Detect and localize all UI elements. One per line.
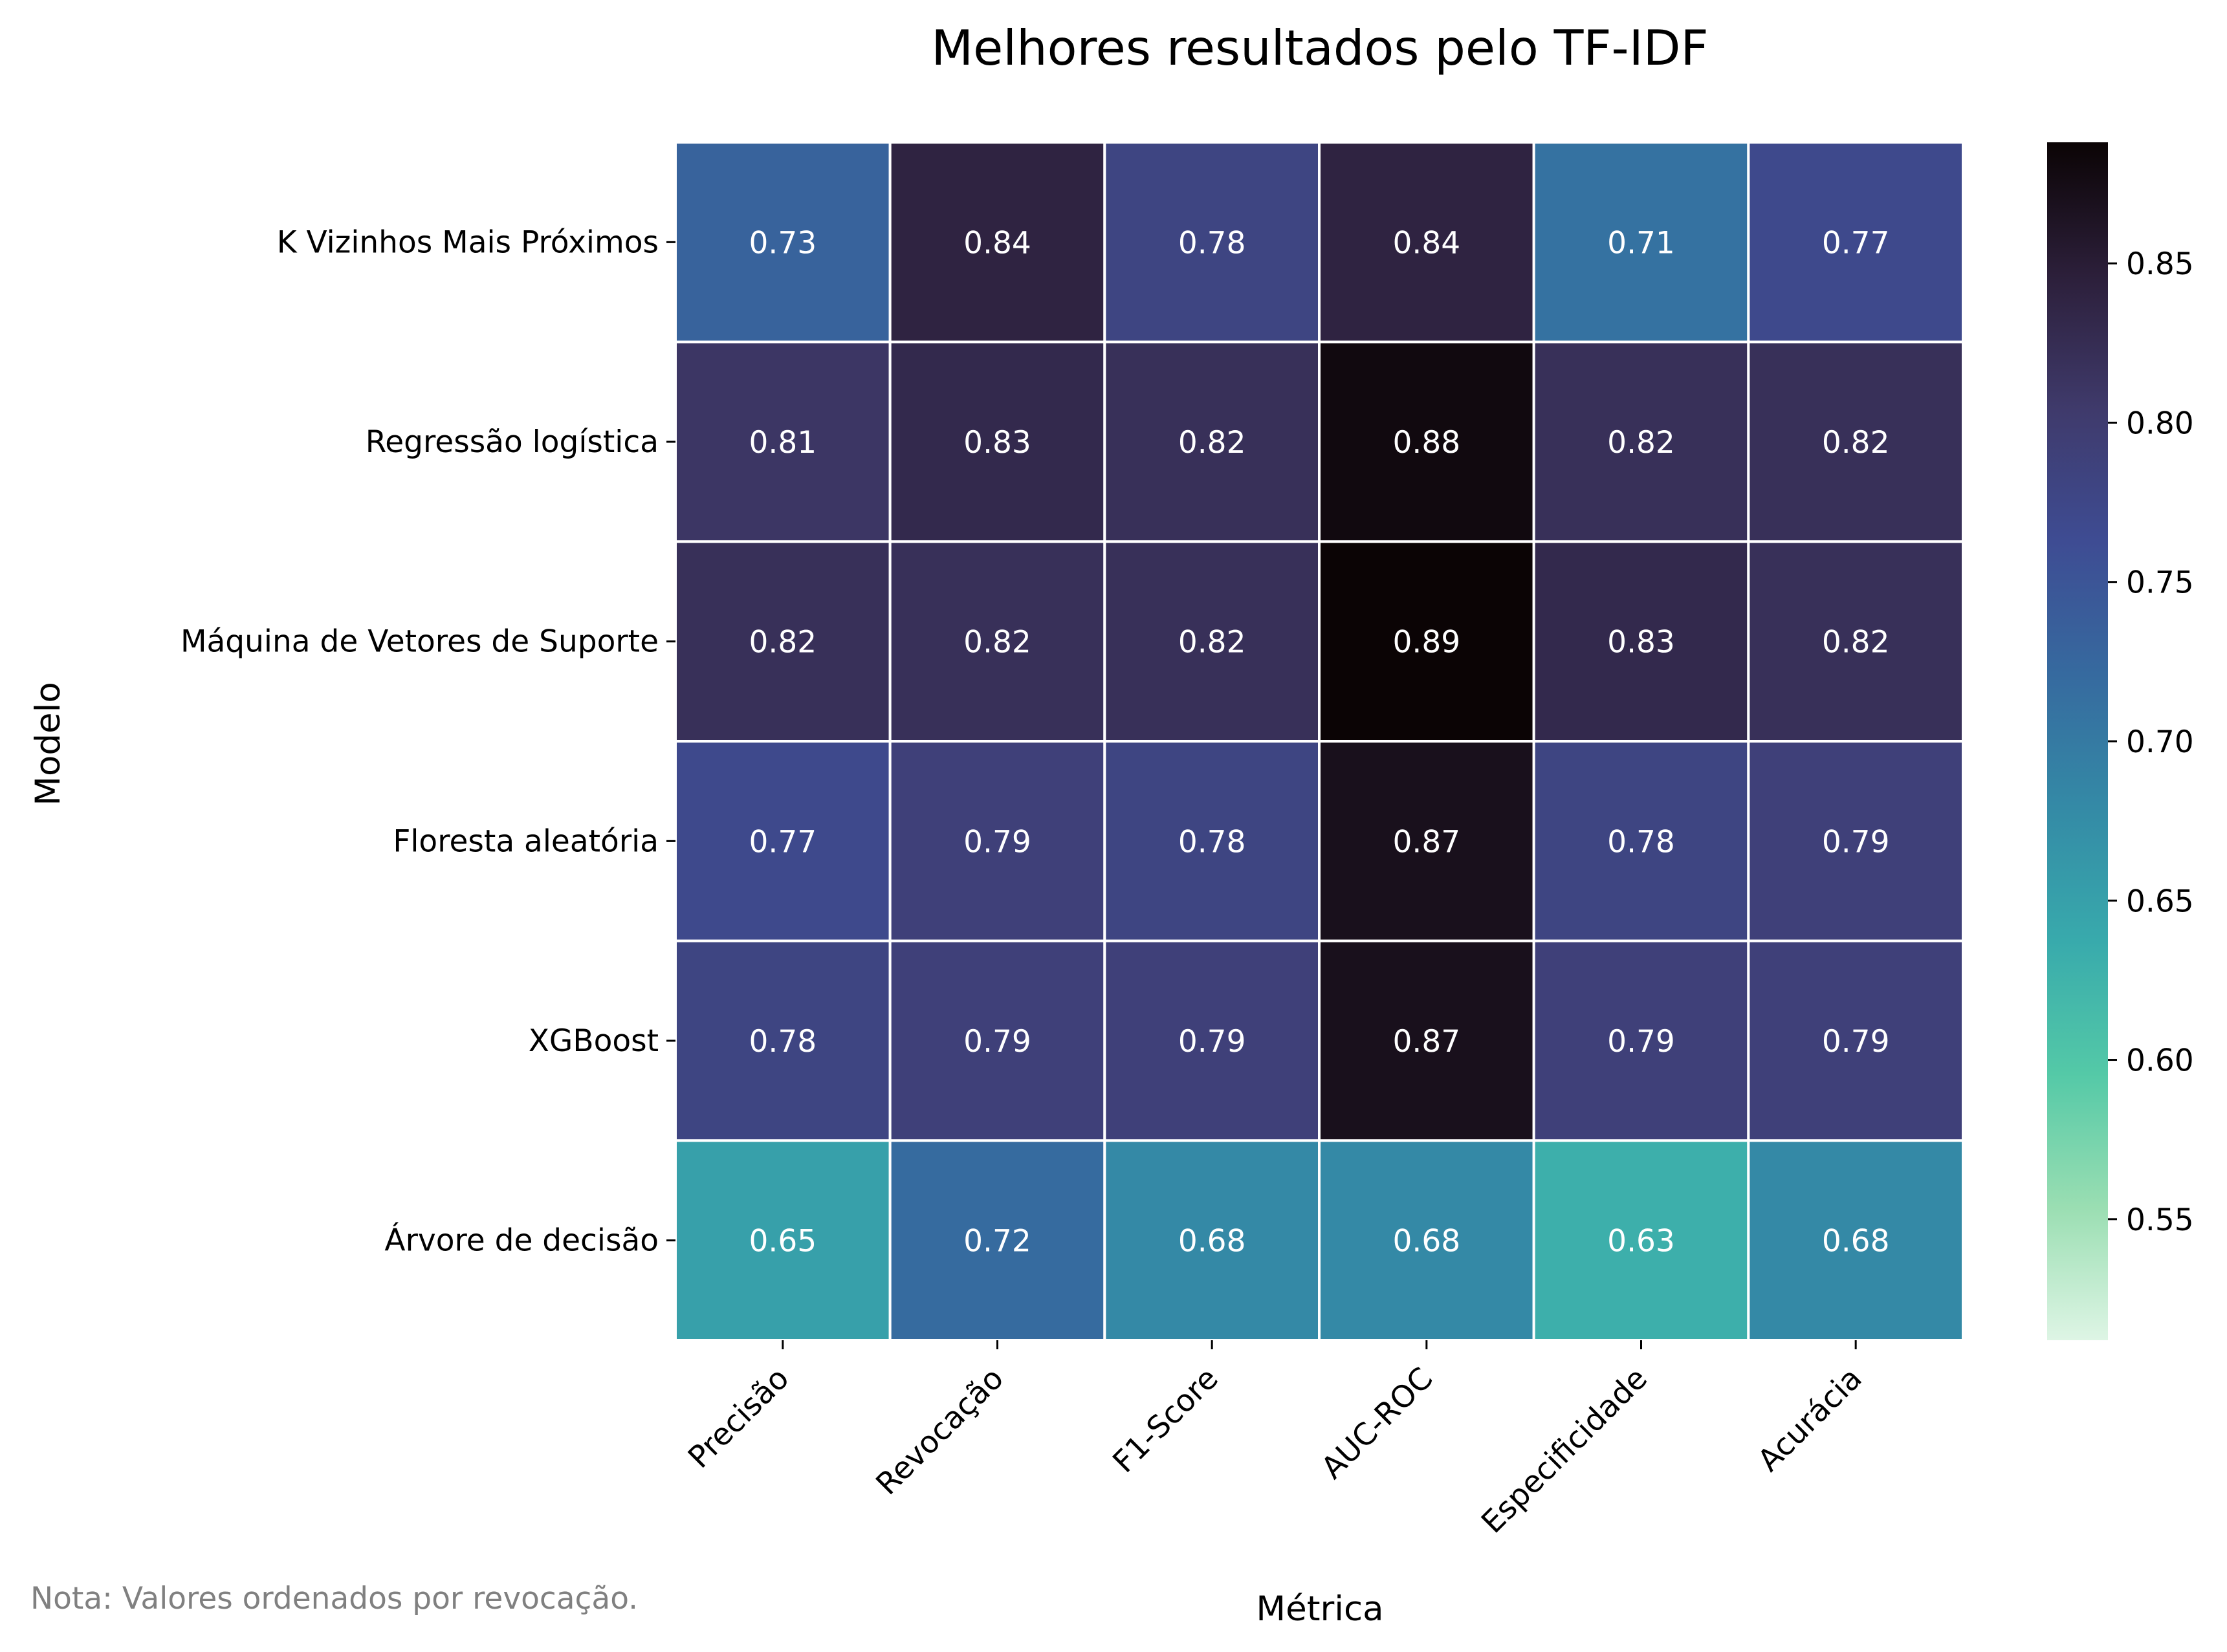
heatmap-cell: [1747, 740, 1964, 942]
cell-value-label: 0.89: [1393, 625, 1461, 660]
cell-value-label: 0.88: [1393, 425, 1461, 461]
heatmap-cell: [1747, 540, 1964, 743]
heatmap-cell: [1747, 1139, 1964, 1342]
heatmap-cells: 0.73 0.84 0.78 0.84 0.71 0.77 0.81 0.83 0.82 0.88…: [674, 141, 1964, 1342]
cell-value-label: 0.82: [1822, 625, 1890, 660]
cell-value-label: 0.82: [1178, 425, 1246, 461]
cell-value-label: 0.71: [1607, 225, 1675, 261]
row-tick-label: Floresta aleatória: [393, 823, 659, 859]
column-tick-label: Revocação: [869, 1361, 1011, 1503]
heatmap-cell: [1532, 1139, 1750, 1342]
heatmap-cell: [1318, 939, 1535, 1142]
colorbar-tick-label: 0.80: [2126, 406, 2194, 441]
cell-value-label: 0.77: [1822, 225, 1890, 261]
column-tick-label: AUC-ROC: [1315, 1361, 1440, 1486]
heatmap-cell: [1318, 740, 1535, 942]
cell-value-label: 0.82: [749, 625, 817, 660]
heatmap-cell: [1103, 939, 1321, 1142]
row-tick-label: XGBoost: [529, 1023, 659, 1059]
chart-title: Melhores resultados pelo TF-IDF: [931, 19, 1708, 76]
row-tick-label: Regressão logística: [366, 424, 659, 460]
cell-value-label: 0.83: [963, 425, 1031, 461]
heatmap-cell: [674, 939, 892, 1142]
colorbar-tick-label: 0.60: [2126, 1043, 2194, 1079]
colorbar: 0.55 0.60 0.65 0.70 0.75 0.80 0.85: [2047, 142, 2194, 1340]
heatmap-cell: [1747, 340, 1964, 543]
heatmap-cell: [1103, 141, 1321, 343]
heatmap-cell: [1532, 939, 1750, 1142]
heatmap-cell: [888, 540, 1106, 743]
heatmap-cell: [1318, 340, 1535, 543]
heatmap-cell: [1747, 939, 1964, 1142]
heatmap-cell: [1532, 740, 1750, 942]
column-tick-label: F1-Score: [1106, 1361, 1225, 1480]
heatmap-cell: [674, 141, 892, 343]
colorbar-tick-label: 0.65: [2126, 884, 2194, 919]
cell-value-label: 0.82: [963, 625, 1031, 660]
cell-value-label: 0.83: [1607, 625, 1675, 660]
cell-value-label: 0.81: [749, 425, 817, 461]
row-tick-label: K Vizinhos Mais Próximos: [277, 224, 659, 260]
row-tick-labels: K Vizinhos Mais Próximos Regressão logíst…: [181, 224, 675, 1259]
row-tick-label: Máquina de Vetores de Suporte: [181, 624, 659, 660]
cell-value-label: 0.84: [963, 225, 1031, 261]
cell-value-label: 0.78: [749, 1024, 817, 1060]
column-tick-label: Precisão: [681, 1361, 796, 1475]
heatmap-cell: [888, 740, 1106, 942]
cell-value-label: 0.68: [1178, 1224, 1246, 1259]
heatmap-cell: [1318, 141, 1535, 343]
colorbar-tick-label: 0.70: [2126, 724, 2194, 760]
heatmap-cell: [1532, 141, 1750, 343]
cell-value-label: 0.87: [1393, 824, 1461, 860]
cell-value-label: 0.78: [1178, 225, 1246, 261]
cell-value-label: 0.79: [1607, 1024, 1675, 1060]
footnote: Nota: Valores ordenados por revocação.: [30, 1581, 638, 1616]
heatmap-cell: [888, 141, 1106, 343]
column-tick-label: Acurácia: [1751, 1361, 1869, 1479]
cell-value-label: 0.68: [1822, 1224, 1890, 1259]
heatmap-cell: [674, 1139, 892, 1342]
cell-value-label: 0.82: [1607, 425, 1675, 461]
cell-value-label: 0.65: [749, 1224, 817, 1259]
cell-value-label: 0.79: [1822, 824, 1890, 860]
heatmap-cell: [1318, 540, 1535, 743]
heatmap-cell: [674, 740, 892, 942]
colorbar-tick-label: 0.75: [2126, 565, 2194, 601]
colorbar-tick-label: 0.55: [2126, 1202, 2194, 1238]
cell-value-label: 0.79: [963, 1024, 1031, 1060]
row-tick-label: Árvore de decisão: [384, 1223, 659, 1259]
heatmap-cell: [674, 540, 892, 743]
cell-value-label: 0.77: [749, 824, 817, 860]
cell-value-label: 0.82: [1822, 425, 1890, 461]
cell-value-label: 0.78: [1607, 824, 1675, 860]
heatmap-cell: [888, 340, 1106, 543]
cell-value-label: 0.78: [1178, 824, 1246, 860]
cell-value-label: 0.63: [1607, 1224, 1675, 1259]
heatmap-cell: [1103, 740, 1321, 942]
cell-value-label: 0.68: [1393, 1224, 1461, 1259]
heatmap-cell: [1532, 540, 1750, 743]
y-axis-label: Modelo: [28, 682, 68, 806]
cell-value-label: 0.82: [1178, 625, 1246, 660]
cell-value-label: 0.79: [1822, 1024, 1890, 1060]
cell-value-label: 0.79: [963, 824, 1031, 860]
heatmap-cell: [1747, 141, 1964, 343]
cell-value-label: 0.73: [749, 225, 817, 261]
x-axis-label: Métrica: [1256, 1589, 1383, 1629]
cell-value-label: 0.84: [1393, 225, 1461, 261]
cell-value-label: 0.72: [963, 1224, 1031, 1259]
colorbar-tick-label: 0.85: [2126, 246, 2194, 282]
cell-value-label: 0.87: [1393, 1024, 1461, 1060]
column-tick-labels: Precisão Revocação F1-Score AUC-ROC Especifi…: [681, 1340, 1869, 1540]
colorbar-gradient: [2047, 142, 2108, 1340]
column-tick-label: Especificidade: [1475, 1361, 1654, 1541]
colorbar-ticks: 0.55 0.60 0.65 0.70 0.75 0.80 0.85: [2108, 246, 2194, 1238]
cell-value-label: 0.79: [1178, 1024, 1246, 1060]
